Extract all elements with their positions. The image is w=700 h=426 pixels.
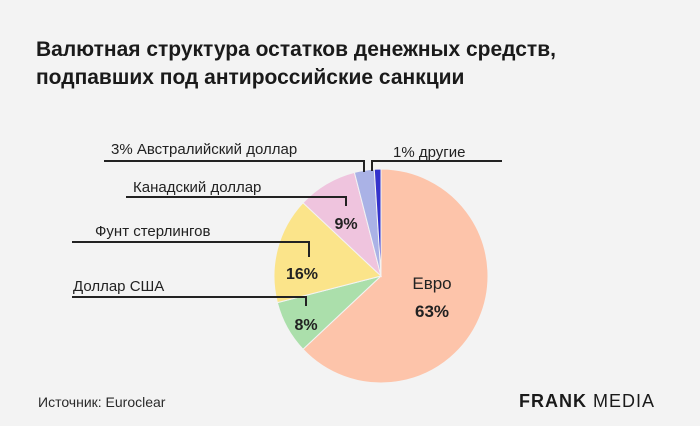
slice-label-aud: 3% Австралийский доллар (111, 141, 297, 158)
slice-label-euro: Евро (412, 274, 451, 293)
chart-title-line-1: Валютная структура остатков денежных сре… (36, 38, 556, 61)
chart-title-line-2: подпавших под антироссийские санкции (36, 66, 465, 89)
slice-value-usd: 8% (294, 317, 317, 334)
slice-label-others: 1% другие (393, 144, 465, 161)
slice-value-gbp: 16% (286, 266, 318, 283)
leader-line-others (371, 160, 502, 171)
pie-slice-0 (302, 168, 489, 384)
brand-name-bold: FRANK (519, 391, 587, 411)
slice-label-gbp: Фунт стерлингов (95, 223, 210, 240)
slice-label-usd: Доллар США (73, 278, 164, 295)
source-note: Источник: Euroclear (38, 394, 166, 410)
leader-line-cad (126, 196, 347, 206)
leader-line-gbp (72, 241, 310, 257)
slice-label-cad: Канадский доллар (133, 179, 261, 196)
slice-value-euro: 63% (415, 302, 449, 321)
pie-slice-2 (273, 202, 383, 304)
brand-logo: FRANK MEDIA (519, 391, 655, 412)
brand-name-light: MEDIA (593, 391, 656, 411)
chart-title: Валютная структура остатков денежных сре… (36, 36, 676, 92)
leader-line-usd (72, 296, 307, 306)
leader-line-aud (104, 160, 365, 172)
slice-value-cad: 9% (334, 216, 357, 233)
pie-slice-5 (373, 168, 382, 277)
